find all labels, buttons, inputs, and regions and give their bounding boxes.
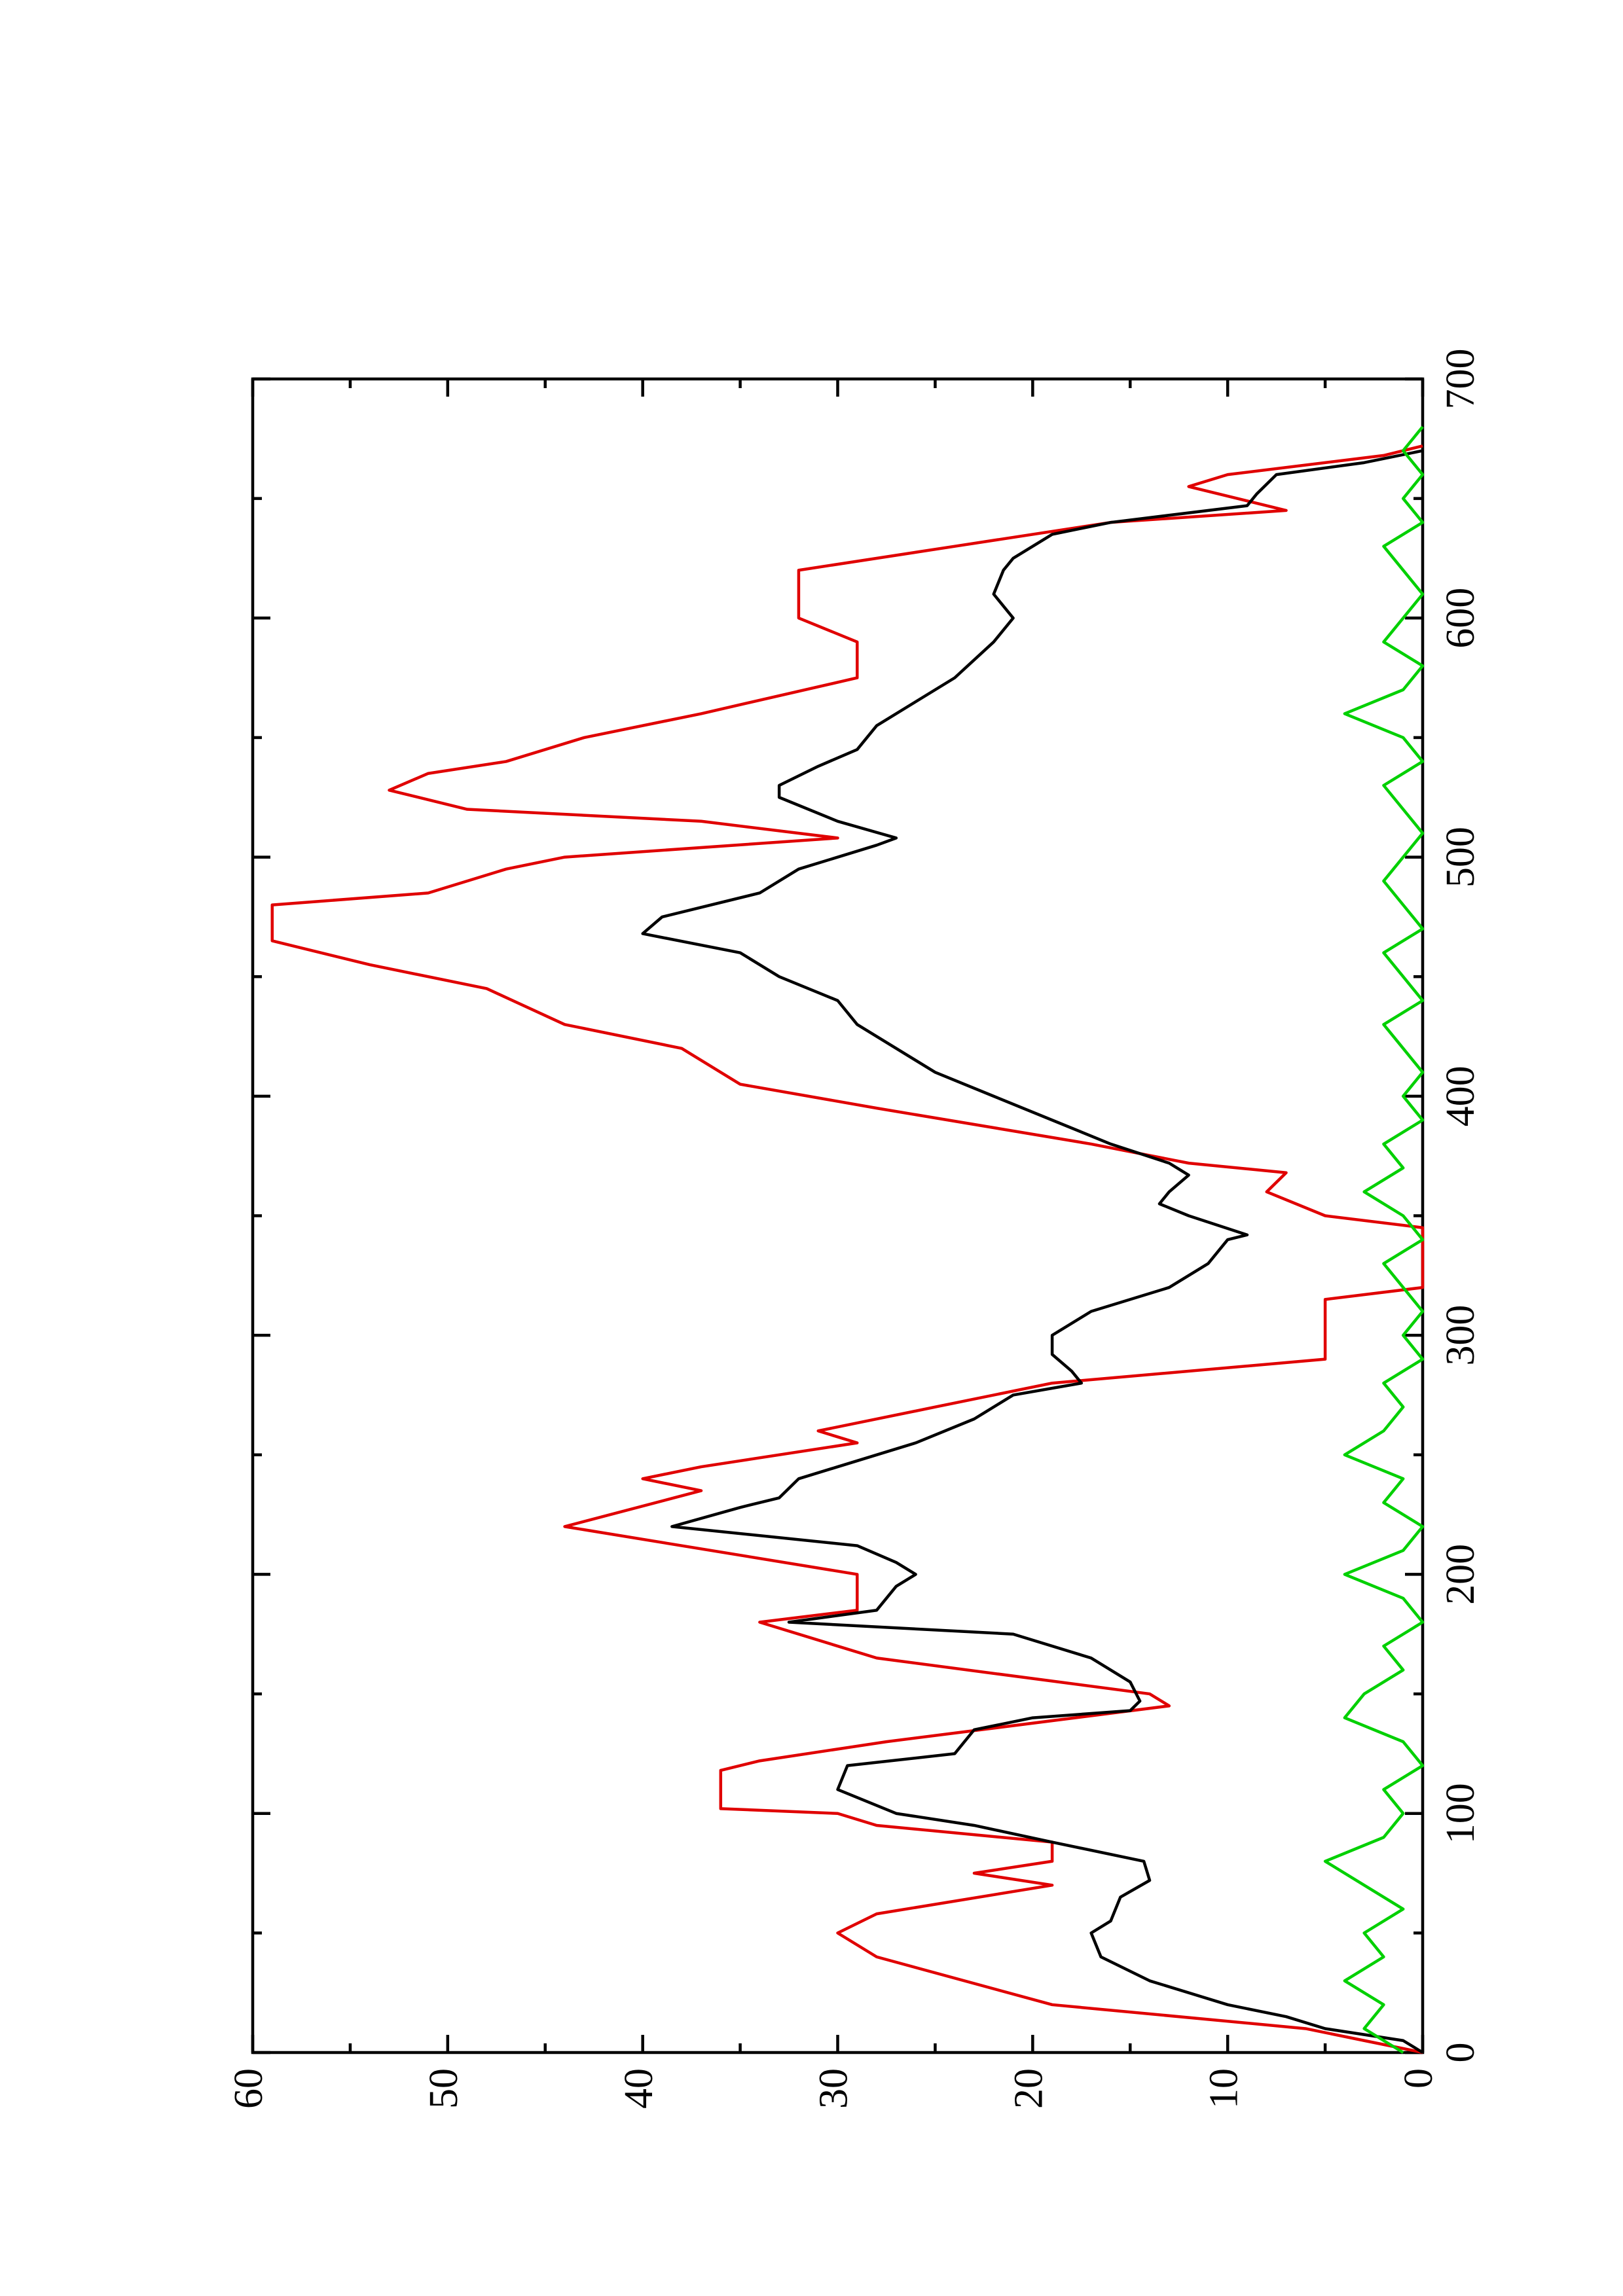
data-line (641, 449, 1424, 2054)
y-tick-label: 40 (617, 2068, 661, 2109)
plot-frame (251, 377, 1425, 2054)
x-tick-label: 100 (1438, 1783, 1483, 1844)
y-tick-label: 20 (1007, 2068, 1051, 2109)
x-tick-label: 600 (1438, 588, 1483, 649)
y-tick-label: 10 (1201, 2068, 1246, 2109)
x-tick-label: 700 (1438, 349, 1483, 410)
data-line (1323, 425, 1425, 2054)
y-tick-label: 30 (812, 2068, 856, 2109)
x-tick-label: 400 (1438, 1066, 1483, 1126)
y-tick-label: 50 (422, 2068, 466, 2109)
x-tick-label: 500 (1438, 827, 1483, 888)
x-tick-label: 0 (1438, 2043, 1483, 2063)
y-tick-label: 0 (1396, 2068, 1441, 2089)
data-line (270, 444, 1425, 2054)
x-tick-label: 300 (1438, 1305, 1483, 1366)
y-tick-label: 60 (227, 2068, 271, 2109)
x-tick-label: 200 (1438, 1544, 1483, 1605)
